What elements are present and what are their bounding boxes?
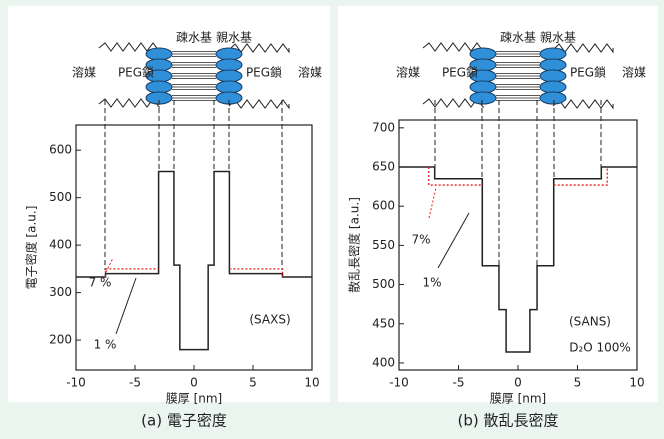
y-tick-label: 700 — [372, 120, 395, 134]
schematic-label: 溶媒 — [298, 65, 322, 80]
schematic-label: 溶媒 — [622, 65, 646, 80]
y-tick-label: 400 — [49, 238, 72, 252]
caption: (b) 散乱長密度 — [458, 412, 559, 430]
leader-line — [115, 277, 137, 335]
y-tick-label: 600 — [49, 143, 72, 157]
schematic-label: 疎水基 — [176, 31, 212, 45]
x-tick-label: 5 — [574, 376, 582, 390]
head-group — [145, 47, 173, 61]
annotation: D₂O 100% — [569, 341, 631, 355]
x-tick-label: -5 — [129, 376, 141, 390]
x-tick-label: 10 — [304, 376, 319, 390]
series-line — [428, 167, 608, 186]
x-tick-label: 0 — [514, 376, 522, 390]
head-group — [539, 91, 567, 105]
y-tick-label: 500 — [49, 190, 72, 204]
x-tick-label: 10 — [629, 376, 644, 390]
schematic-label: 親水基 — [216, 31, 252, 45]
x-tick-label: -10 — [389, 376, 409, 390]
annotation: 1% — [422, 276, 441, 290]
head-group — [145, 80, 173, 94]
schematic-label: 親水基 — [540, 31, 576, 45]
y-axis-label: 散乱長密度 [a.u.] — [347, 197, 362, 293]
annotation: (SAXS) — [249, 313, 290, 327]
series-line — [104, 268, 284, 277]
x-tick-label: 0 — [190, 376, 198, 390]
y-tick-label: 650 — [372, 160, 395, 174]
y-tick-label: 200 — [49, 333, 72, 347]
x-tick-label: -10 — [66, 376, 86, 390]
leader-line — [437, 212, 470, 269]
schematic-label: PEG鎖 — [442, 65, 478, 80]
head-group — [215, 69, 243, 83]
schematic-label: 溶媒 — [396, 65, 420, 80]
schematic-label: 疎水基 — [500, 31, 536, 45]
head-group — [215, 47, 243, 61]
head-group — [215, 58, 243, 72]
x-axis-label: 膜厚 [nm] — [166, 392, 222, 406]
head-group — [215, 80, 243, 94]
y-tick-label: 550 — [372, 238, 395, 252]
schematic-label: PEG鎖 — [118, 65, 154, 80]
y-tick-label: 600 — [372, 199, 395, 213]
schematic-label: 溶媒 — [72, 65, 96, 80]
head-group — [539, 58, 567, 72]
annotation: (SANS) — [569, 315, 611, 329]
y-tick-label: 400 — [372, 355, 395, 369]
head-group — [469, 47, 497, 61]
y-tick-label: 450 — [372, 316, 395, 330]
schematic-label: PEG鎖 — [570, 65, 606, 80]
annotation: 7% — [411, 233, 430, 247]
schematic-label: PEG鎖 — [246, 65, 282, 80]
head-group — [469, 91, 497, 105]
panel — [338, 6, 658, 402]
y-tick-label: 500 — [372, 277, 395, 291]
y-axis-label: 電子密度 [a.u.] — [24, 206, 39, 290]
leader-line — [428, 187, 437, 219]
annotation: 1 % — [94, 338, 117, 352]
annotation: 7 % — [89, 276, 112, 290]
leader-line — [105, 257, 114, 273]
series-line — [399, 166, 637, 353]
x-tick-label: -5 — [453, 376, 465, 390]
head-group — [539, 69, 567, 83]
caption: (a) 電子密度 — [141, 412, 227, 430]
x-axis-label: 膜厚 [nm] — [490, 392, 546, 406]
head-group — [469, 80, 497, 94]
y-tick-label: 300 — [49, 285, 72, 299]
head-group — [539, 47, 567, 61]
series-line — [76, 170, 312, 351]
x-tick-label: 5 — [249, 376, 257, 390]
head-group — [539, 80, 567, 94]
